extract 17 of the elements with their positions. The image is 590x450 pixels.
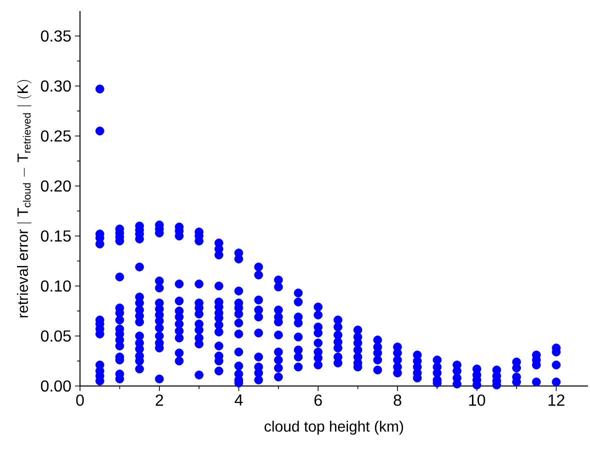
- x-tick-label: 12: [548, 394, 564, 406]
- y-tick-label: 0.15: [40, 230, 71, 242]
- x-tick-label: 0: [76, 394, 84, 406]
- y-tick-label: 0.10: [40, 280, 71, 292]
- y-tick-label: 0.20: [40, 180, 71, 192]
- y-tick-label: 0.00: [40, 380, 71, 392]
- x-tick-label: 2: [156, 394, 164, 406]
- y-tick-label: 0.35: [40, 30, 71, 42]
- x-tick-label: 6: [314, 394, 322, 406]
- y-tick-label: 0.30: [40, 80, 71, 92]
- x-axis-title: cloud top height (km): [264, 420, 404, 435]
- x-tick-label: 4: [234, 394, 243, 406]
- x-tick-label: 10: [469, 394, 486, 406]
- x-tick-label: 8: [394, 394, 402, 406]
- y-tick-label: 0.25: [40, 130, 71, 142]
- y-axis-title: $\mathrm{retrieval\ error}\ |\ \mathrm{T}_{\mathrm{cloud}}\ \mathrm{-}\ \mathrm{T}_{\mathrm{retrieved}}\ |\ \mathrm{(K)}$: [17, 80, 32, 318]
- y-tick-label: 0.05: [40, 330, 71, 342]
